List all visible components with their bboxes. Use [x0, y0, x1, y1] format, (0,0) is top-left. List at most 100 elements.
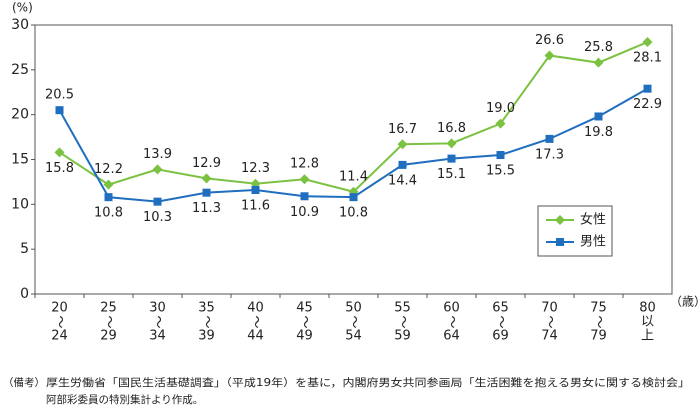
x-tick-label: 40	[247, 301, 264, 316]
x-tick-label: 70	[541, 301, 558, 316]
marker	[103, 179, 114, 190]
marker	[104, 193, 113, 202]
marker	[496, 151, 505, 160]
data-label: 10.3	[143, 210, 172, 225]
marker	[153, 197, 162, 206]
data-label: 12.2	[94, 162, 123, 177]
x-tick-label: 55	[394, 301, 411, 316]
marker	[447, 154, 456, 163]
x-tick-label: 〜	[150, 315, 165, 328]
x-tick-label: 49	[296, 329, 313, 344]
x-tick-label: 65	[492, 301, 509, 316]
x-tick-label: 35	[198, 301, 215, 316]
data-label: 10.8	[339, 206, 368, 221]
x-tick-label: 69	[492, 329, 509, 344]
x-tick-label: 〜	[493, 315, 508, 328]
y-tick-label: 30	[11, 17, 29, 33]
x-tick-label: 24	[51, 329, 68, 344]
data-label: 15.1	[437, 167, 466, 182]
x-tick-label: 79	[590, 329, 607, 344]
y-tick-label: 25	[11, 62, 29, 78]
data-label: 13.9	[143, 147, 172, 162]
x-tick-label: 34	[149, 329, 166, 344]
series-line	[58, 87, 648, 203]
x-tick-label: 〜	[199, 315, 214, 328]
data-label: 12.9	[192, 156, 221, 171]
marker	[299, 174, 310, 185]
marker	[152, 164, 163, 175]
data-label: 15.8	[45, 161, 74, 176]
y-tick-label: 0	[20, 286, 29, 302]
x-tick-label: 74	[541, 329, 558, 344]
marker	[446, 138, 457, 149]
marker	[397, 139, 408, 150]
data-label: 22.9	[633, 97, 662, 112]
y-tick-label: 5	[20, 241, 29, 257]
data-label: 15.5	[486, 164, 515, 179]
x-tick-label: 〜	[542, 315, 557, 328]
marker	[251, 185, 260, 194]
x-tick-label: 39	[198, 329, 215, 344]
marker	[643, 84, 652, 93]
x-tick-label: 〜	[101, 315, 116, 328]
marker	[545, 134, 554, 143]
note-label: （備考）	[3, 376, 45, 389]
x-tick-label: 59	[394, 329, 411, 344]
marker	[398, 160, 407, 169]
x-tick-label: 75	[590, 301, 607, 316]
legend-label: 男性	[580, 235, 606, 250]
marker	[300, 192, 309, 201]
marker	[202, 188, 211, 197]
data-label: 26.6	[535, 33, 564, 48]
data-label: 28.1	[633, 51, 662, 66]
x-tick-label: 50	[345, 301, 362, 316]
x-tick-label: 60	[443, 301, 460, 316]
data-label: 20.5	[45, 88, 74, 103]
data-label: 12.3	[241, 161, 270, 176]
x-tick-label: 〜	[297, 315, 312, 328]
x-tick-label: 〜	[346, 315, 361, 328]
data-label: 11.4	[339, 169, 368, 184]
marker	[54, 147, 65, 158]
x-tick-label: 80	[639, 301, 656, 316]
x-tick-label: 45	[296, 301, 313, 316]
x-tick-label: 20	[51, 301, 68, 316]
x-unit: （歳）	[670, 295, 698, 309]
note-text: 阿部彩委員の特別集計より作成。	[46, 393, 203, 406]
marker	[642, 37, 653, 48]
y-tick-label: 10	[11, 196, 29, 212]
marker	[544, 50, 555, 61]
x-tick-label: 〜	[52, 315, 67, 328]
marker	[555, 215, 565, 225]
marker	[349, 193, 358, 202]
data-label: 19.8	[584, 125, 613, 140]
data-label: 19.0	[486, 101, 515, 116]
marker	[593, 57, 604, 68]
x-tick-label: 29	[100, 329, 117, 344]
marker	[55, 106, 64, 115]
x-tick-label: 以	[641, 315, 654, 330]
legend-label: 女性	[580, 212, 606, 228]
y-tick-label: 15	[11, 152, 29, 168]
legend-box	[537, 205, 613, 257]
data-label: 11.3	[192, 201, 221, 216]
x-tick-label: 〜	[248, 315, 263, 328]
data-label: 25.8	[584, 40, 613, 55]
data-label: 11.6	[241, 198, 270, 213]
data-label: 16.7	[388, 122, 417, 137]
x-tick-label: 〜	[444, 315, 459, 328]
data-label: 10.9	[290, 205, 319, 220]
x-tick-label: 〜	[591, 315, 606, 328]
data-label: 10.8	[94, 206, 123, 221]
x-tick-label: 64	[443, 329, 460, 344]
marker	[556, 238, 564, 246]
data-label: 17.3	[535, 147, 564, 162]
x-tick-label: 44	[247, 329, 264, 344]
x-tick-label: 25	[100, 301, 117, 316]
x-tick-label: 54	[345, 329, 362, 344]
x-tick-label: 上	[641, 329, 654, 344]
data-label: 16.8	[437, 121, 466, 136]
note-text: 厚生労働省「国民生活基礎調査」（平成19年）を基に，内閣府男女共同参画局「生活困…	[46, 376, 690, 389]
marker	[201, 173, 212, 184]
